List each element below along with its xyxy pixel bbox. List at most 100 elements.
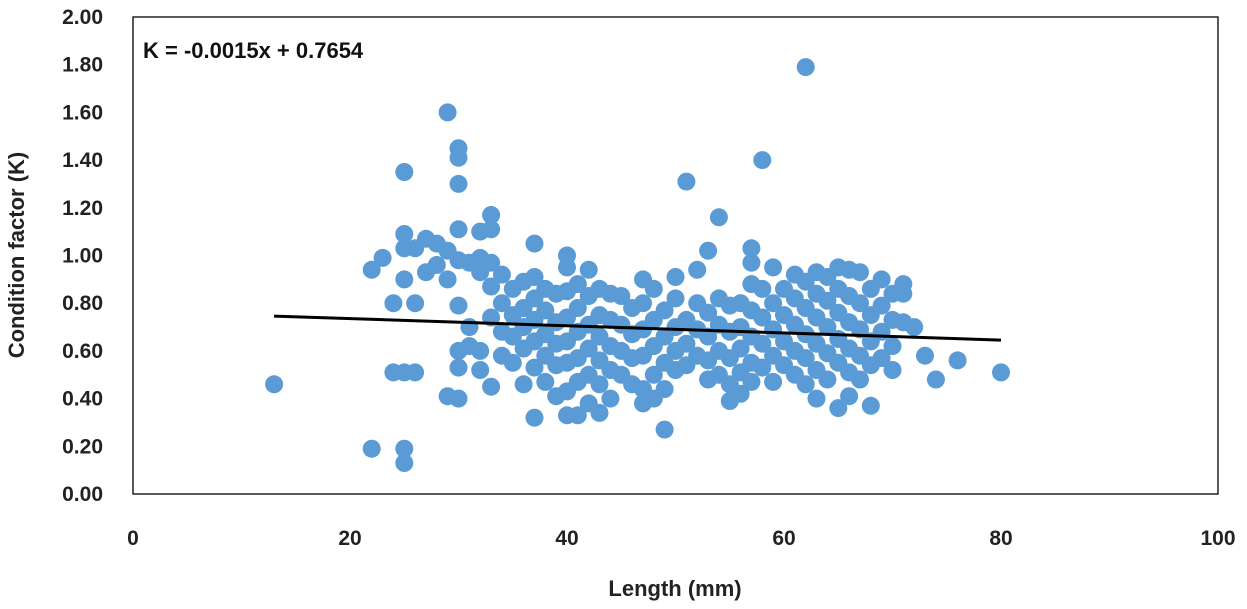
data-point — [731, 339, 750, 358]
data-point — [872, 296, 891, 315]
data-point — [753, 334, 772, 353]
data-point — [525, 268, 544, 286]
data-point — [709, 208, 728, 227]
y-tick-label: 1.80 — [62, 54, 103, 77]
data-point — [655, 301, 674, 320]
data-point — [872, 270, 891, 289]
data-point — [395, 225, 414, 243]
x-tick-label: 20 — [338, 527, 361, 550]
data-point — [449, 148, 468, 167]
x-tick-label: 0 — [127, 527, 139, 550]
data-point — [644, 365, 663, 384]
y-tick-label: 1.40 — [62, 149, 103, 172]
data-point — [568, 275, 587, 294]
data-point — [482, 206, 501, 224]
data-point — [666, 289, 685, 308]
data-point — [601, 389, 620, 408]
data-point — [807, 389, 826, 408]
data-point — [753, 151, 772, 170]
y-tick-label: 0.20 — [62, 435, 103, 458]
data-point — [449, 296, 468, 315]
y-axis-title: Condition factor (K) — [4, 152, 29, 359]
data-point — [438, 103, 457, 122]
data-point — [634, 294, 652, 313]
data-point — [395, 270, 414, 289]
data-point — [482, 220, 501, 239]
data-point — [764, 372, 783, 391]
data-point — [742, 372, 761, 391]
data-point — [992, 363, 1010, 382]
data-point — [449, 220, 468, 239]
data-point — [558, 258, 576, 277]
data-point — [427, 256, 446, 274]
data-point — [753, 358, 772, 377]
y-tick-label: 0.40 — [62, 388, 103, 411]
data-point — [688, 260, 707, 279]
y-tick-label: 2.00 — [62, 6, 103, 29]
data-point — [362, 439, 381, 458]
data-point — [590, 375, 609, 394]
data-point — [764, 294, 783, 313]
y-tick-label: 1.60 — [62, 101, 103, 124]
data-point — [384, 294, 403, 313]
data-point — [742, 253, 761, 272]
data-point — [482, 253, 501, 272]
data-point — [851, 294, 869, 313]
data-point — [742, 239, 761, 258]
y-tick-label: 1.00 — [62, 245, 103, 268]
data-point — [851, 370, 869, 389]
x-axis-title: Length (mm) — [608, 576, 741, 601]
data-point — [482, 277, 501, 296]
data-point — [916, 346, 934, 365]
y-tick-label: 1.20 — [62, 197, 103, 220]
data-point — [818, 370, 837, 389]
data-point — [699, 303, 718, 322]
data-point — [926, 370, 945, 389]
data-point — [796, 58, 815, 77]
data-point — [536, 372, 555, 391]
data-point — [677, 172, 696, 191]
data-point — [677, 334, 696, 353]
data-point — [536, 301, 555, 320]
y-tick-label: 0.80 — [62, 292, 103, 315]
data-point — [905, 318, 924, 337]
data-point — [492, 294, 511, 313]
data-point — [579, 339, 598, 358]
data-point — [395, 439, 414, 458]
regression-equation: K = -0.0015x + 0.7654 — [143, 38, 364, 63]
data-point — [449, 358, 468, 377]
data-points — [265, 58, 1010, 472]
data-point — [525, 358, 544, 377]
x-axis-ticks: 0 20 40 60 80 100 — [127, 527, 1235, 550]
data-point — [666, 268, 685, 286]
data-point — [525, 408, 544, 427]
data-point — [482, 377, 501, 396]
x-tick-label: 100 — [1200, 527, 1235, 550]
x-tick-label: 40 — [555, 527, 578, 550]
data-point — [753, 308, 772, 327]
data-point — [362, 260, 381, 279]
data-point — [699, 241, 718, 260]
data-point — [829, 399, 848, 418]
data-point — [699, 327, 718, 346]
data-point — [731, 384, 750, 403]
data-point — [514, 375, 533, 394]
data-point — [655, 420, 674, 439]
data-point — [579, 260, 598, 279]
data-point — [644, 279, 663, 298]
data-point — [861, 396, 880, 415]
x-tick-label: 80 — [989, 527, 1012, 550]
data-point — [568, 406, 587, 425]
data-point — [373, 248, 392, 267]
data-point — [525, 234, 544, 253]
data-point — [471, 341, 490, 360]
y-axis-ticks: 0.00 0.20 0.40 0.60 0.80 1.00 1.20 1.40 1.60 1.80… — [62, 6, 103, 506]
data-point — [449, 174, 468, 193]
data-point — [851, 263, 869, 282]
data-point — [796, 375, 815, 394]
data-point — [894, 284, 913, 303]
y-tick-label: 0.00 — [62, 483, 103, 506]
data-point — [872, 349, 891, 368]
plot-area-frame — [132, 16, 1219, 495]
data-point — [590, 403, 609, 422]
